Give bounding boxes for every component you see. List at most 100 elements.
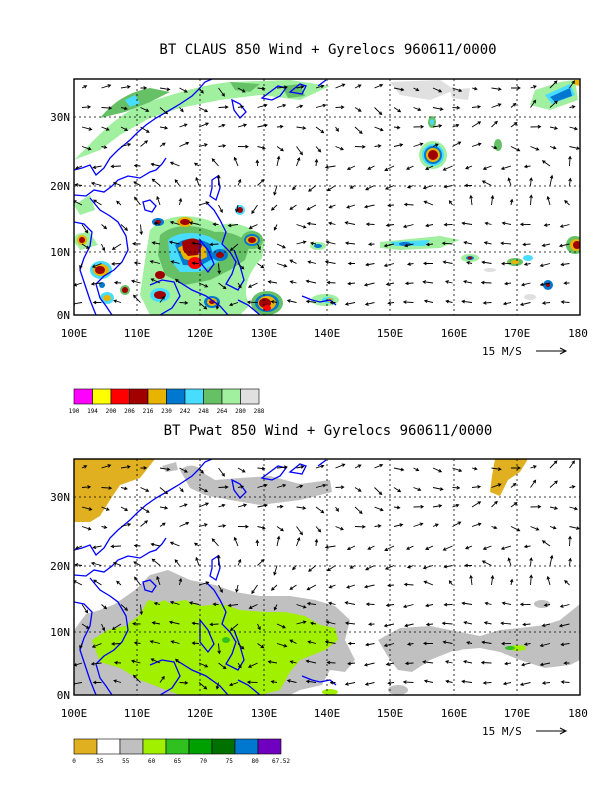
wind-vector — [543, 603, 551, 607]
wind-vector — [212, 222, 219, 227]
wind-vector — [276, 243, 286, 249]
vector-reference-arrow-top — [536, 347, 568, 355]
wind-vector — [406, 545, 414, 550]
wind-vector — [491, 467, 502, 471]
wind-vectors-top — [74, 80, 580, 310]
wind-vector — [530, 146, 540, 151]
wind-vector — [347, 661, 356, 666]
wind-vector — [198, 282, 209, 288]
wind-vector — [464, 183, 472, 188]
wind-vector — [237, 105, 245, 109]
wind-vector — [267, 660, 278, 664]
wind-vector — [387, 583, 395, 588]
wind-vector — [423, 580, 434, 586]
wind-vector — [134, 576, 141, 586]
wind-vector — [522, 242, 531, 247]
wind-vector — [483, 621, 492, 625]
wind-vector — [519, 222, 531, 227]
wind-vector — [93, 579, 102, 586]
wind-vector — [140, 107, 150, 112]
wind-vector — [140, 487, 150, 492]
wind-vector — [273, 185, 278, 196]
wind-vector — [235, 204, 239, 213]
wind-vector — [198, 143, 208, 147]
wind-vector — [364, 302, 375, 306]
wind-vector — [539, 662, 551, 667]
wind-vector — [328, 204, 336, 209]
wind-vector — [116, 580, 122, 586]
wind-vector — [328, 601, 336, 606]
wind-vector — [101, 106, 113, 110]
wind-vector — [374, 463, 384, 469]
wind-vector — [423, 679, 434, 684]
wind-vector — [452, 123, 460, 128]
wind-vector — [335, 463, 346, 469]
wind-vector — [218, 662, 227, 670]
wind-vector — [296, 85, 305, 89]
wind-vector — [198, 487, 209, 493]
wind-vector — [564, 579, 570, 586]
wind-vector — [549, 100, 558, 108]
wind-vector — [452, 87, 463, 93]
wind-vector — [188, 601, 200, 605]
wind-vector — [218, 524, 227, 528]
wind-vector — [81, 485, 92, 489]
wind-vector — [510, 102, 517, 108]
colorbar-swatch — [188, 738, 213, 755]
wind-vector — [191, 621, 200, 626]
wind-vector — [257, 86, 266, 91]
wind-vector — [365, 642, 375, 647]
wind-vector — [500, 545, 512, 551]
graticule-top — [74, 79, 580, 315]
wind-vector — [81, 126, 93, 131]
wind-vector — [367, 165, 375, 170]
wind-vector — [402, 604, 414, 609]
wind-vector — [393, 87, 405, 92]
wind-vector — [462, 279, 473, 284]
wind-vector — [354, 487, 362, 492]
wind-vector — [569, 485, 576, 489]
wind-vector — [500, 241, 512, 246]
top-map-panel: BT CLAUS 850 Wind + Gyrelocs 960611/0000 — [50, 42, 588, 415]
wind-vector — [564, 199, 570, 206]
wind-vector — [507, 557, 512, 566]
map-frame-bottom — [73, 458, 581, 696]
wind-vector — [159, 522, 166, 527]
wind-vector — [237, 178, 242, 186]
wind-vector — [276, 623, 286, 629]
wind-vector — [229, 682, 239, 687]
wind-vector — [276, 643, 288, 648]
colorbar-tick-label: 60 — [148, 758, 156, 765]
wind-vector — [120, 142, 132, 147]
wind-vector — [443, 564, 453, 569]
wind-vector — [101, 126, 110, 131]
wind-vector — [530, 124, 542, 129]
wind-vector — [442, 165, 453, 171]
wind-vector — [385, 662, 395, 666]
wind-vector — [120, 224, 129, 231]
wind-vector — [140, 506, 150, 513]
wind-vector — [367, 545, 375, 550]
wind-vector — [110, 544, 122, 549]
wind-vector — [113, 299, 122, 303]
wind-vector — [174, 179, 180, 186]
wind-vector — [218, 503, 226, 508]
wind-vector — [325, 240, 336, 245]
wind-vector — [178, 577, 183, 586]
wind-vector — [347, 281, 356, 286]
wind-vector — [501, 221, 512, 226]
wind-vector — [198, 682, 208, 690]
bottom-map-panel: BT Pwat 850 Wind + Gyrelocs 960611/0000 — [50, 423, 588, 765]
wind-vector — [569, 80, 575, 89]
wind-vector — [452, 467, 463, 473]
wind-vector — [198, 302, 208, 310]
colorbar-swatch — [257, 738, 282, 755]
wind-vector — [74, 200, 83, 206]
wind-vector — [541, 301, 551, 305]
wind-vector — [216, 554, 221, 566]
wind-vector — [237, 144, 249, 149]
wind-vector — [276, 155, 281, 167]
wind-vector — [510, 502, 518, 508]
wind-vector — [464, 563, 472, 568]
wind-vector — [549, 554, 554, 566]
